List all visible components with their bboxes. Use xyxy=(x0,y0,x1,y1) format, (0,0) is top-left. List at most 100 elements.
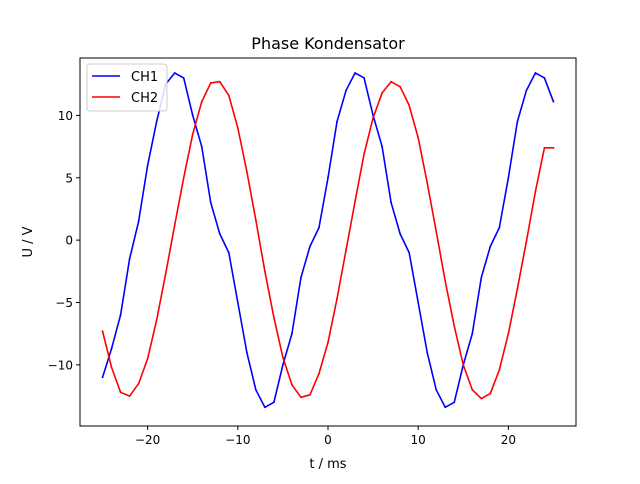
data-point-ch1 xyxy=(119,314,122,316)
data-point-ch2 xyxy=(507,332,510,335)
data-point-ch2 xyxy=(372,116,374,119)
data-point-ch1 xyxy=(263,406,266,409)
data-point-ch2 xyxy=(534,190,537,193)
data-point-ch2 xyxy=(227,94,230,97)
data-point-ch2 xyxy=(200,100,203,103)
data-point-ch1 xyxy=(354,72,356,74)
data-point-ch2 xyxy=(119,391,122,394)
data-point-ch2 xyxy=(263,270,266,273)
data-point-ch1 xyxy=(480,276,483,279)
chart-title: Phase Kondensator xyxy=(251,34,405,53)
data-point-ch2 xyxy=(245,170,248,173)
data-point-ch1 xyxy=(291,332,293,335)
data-point-ch2 xyxy=(516,287,519,290)
y-axis-label: U / V xyxy=(21,226,36,257)
data-point-ch1 xyxy=(309,245,311,248)
data-point-ch2 xyxy=(552,146,555,149)
y-axis: −10 −5 0 5 10 xyxy=(48,109,80,372)
data-point-ch1 xyxy=(245,351,248,354)
data-point-ch2 xyxy=(209,82,212,84)
data-point-ch2 xyxy=(426,181,429,184)
data-point-ch2 xyxy=(525,240,528,243)
x-tick-label: 20 xyxy=(501,433,516,447)
data-point-ch1 xyxy=(227,251,230,254)
data-point-ch1 xyxy=(552,100,555,103)
data-point-ch1 xyxy=(381,145,384,148)
data-point-ch2 xyxy=(128,395,131,397)
legend-label-ch2: CH2 xyxy=(131,91,158,106)
series-ch1 xyxy=(101,72,555,409)
data-point-ch1 xyxy=(272,401,275,404)
data-point-ch2 xyxy=(291,383,293,386)
data-point-ch2 xyxy=(300,396,302,399)
data-point-ch1 xyxy=(209,201,212,204)
data-point-ch2 xyxy=(336,297,338,300)
data-point-ch1 xyxy=(525,89,528,92)
data-point-ch1 xyxy=(128,257,131,260)
data-point-ch1 xyxy=(435,388,438,391)
data-point-ch1 xyxy=(254,388,257,391)
data-point-ch1 xyxy=(101,376,104,379)
data-point-ch1 xyxy=(444,406,447,409)
data-point-ch1 xyxy=(110,347,113,350)
data-point-ch2 xyxy=(444,280,447,283)
data-point-ch2 xyxy=(408,104,411,107)
data-point-ch1 xyxy=(327,176,329,179)
y-tick-label: 10 xyxy=(58,109,73,123)
data-point-ch2 xyxy=(173,224,176,227)
data-point-ch2 xyxy=(435,230,438,233)
data-point-ch1 xyxy=(417,301,420,304)
y-tick-label: 0 xyxy=(65,234,73,248)
data-point-ch1 xyxy=(390,201,393,204)
data-point-ch2 xyxy=(110,366,113,369)
data-point-ch2 xyxy=(282,356,284,359)
x-axis: −20 −10 0 10 20 xyxy=(135,426,516,447)
data-point-ch2 xyxy=(453,325,456,328)
data-point-ch1 xyxy=(236,301,239,304)
series-ch2 xyxy=(101,80,555,400)
series-layer xyxy=(101,72,555,409)
data-point-ch2 xyxy=(146,357,149,360)
data-point-ch2 xyxy=(236,126,239,129)
data-point-ch2 xyxy=(327,341,329,344)
data-point-ch2 xyxy=(489,392,492,395)
data-point-ch2 xyxy=(182,176,185,179)
data-point-ch1 xyxy=(489,245,492,248)
data-point-ch1 xyxy=(173,72,176,74)
data-point-ch2 xyxy=(101,330,104,333)
data-point-ch2 xyxy=(318,372,320,375)
y-tick-label: −5 xyxy=(55,296,73,310)
data-point-ch2 xyxy=(417,136,420,139)
legend: CH1 CH2 xyxy=(86,63,168,112)
y-tick-label: 5 xyxy=(65,171,73,185)
data-point-ch1 xyxy=(471,332,474,335)
y-tick-label: −10 xyxy=(48,358,73,372)
x-tick-label: −20 xyxy=(135,433,160,447)
data-point-ch2 xyxy=(363,153,365,155)
data-point-ch1 xyxy=(498,226,501,229)
data-point-ch2 xyxy=(354,200,356,203)
data-point-ch1 xyxy=(516,120,519,123)
data-point-ch2 xyxy=(137,382,140,385)
data-point-ch1 xyxy=(146,164,149,167)
data-point-ch1 xyxy=(507,176,510,179)
data-point-ch1 xyxy=(282,363,284,366)
data-point-ch2 xyxy=(155,319,158,321)
data-point-ch2 xyxy=(399,85,402,88)
data-point-ch2 xyxy=(480,397,483,400)
data-point-ch1 xyxy=(318,226,320,229)
legend-label-ch1: CH1 xyxy=(131,70,158,85)
data-point-ch1 xyxy=(453,401,456,404)
data-point-ch1 xyxy=(534,72,537,74)
data-point-ch2 xyxy=(498,368,501,371)
data-point-ch2 xyxy=(164,272,167,275)
data-point-ch1 xyxy=(426,351,429,354)
data-point-ch1 xyxy=(182,77,185,79)
data-point-ch1 xyxy=(137,220,140,223)
data-point-ch2 xyxy=(309,393,311,396)
data-point-ch2 xyxy=(471,388,474,391)
x-tick-label: −10 xyxy=(225,433,250,447)
data-point-ch1 xyxy=(543,77,546,79)
data-point-ch1 xyxy=(408,251,411,254)
